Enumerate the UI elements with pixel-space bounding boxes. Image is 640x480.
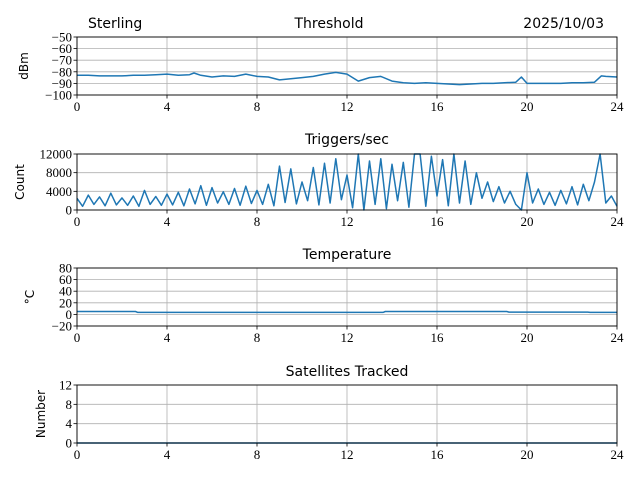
- triggers-xtick-label: 16: [431, 214, 445, 229]
- threshold-xtick-label: 20: [521, 99, 534, 114]
- threshold-ytick-label: −70: [52, 53, 72, 68]
- satellites-xtick-label: 4: [164, 447, 171, 462]
- threshold-ytick-label: −100: [45, 88, 72, 103]
- station-label: Sterling: [88, 16, 142, 32]
- threshold-title: Threshold: [294, 16, 364, 32]
- temperature-ytick-label: 40: [59, 284, 72, 299]
- threshold-xtick-label: 0: [74, 99, 81, 114]
- satellites-ytick-label: 12: [59, 378, 72, 393]
- satellites-xtick-label: 0: [74, 447, 81, 462]
- satellites-xtick-label: 24: [611, 447, 625, 462]
- date-label: 2025/10/03: [523, 16, 604, 32]
- triggers-xtick-label: 8: [254, 214, 261, 229]
- temperature-xtick-label: 24: [611, 330, 625, 345]
- threshold-xtick-label: 8: [254, 99, 261, 114]
- triggers-xtick-label: 20: [521, 214, 534, 229]
- threshold-ytick-label: −80: [52, 64, 72, 79]
- threshold-xtick-label: 4: [164, 99, 171, 114]
- threshold-axes: Threshold dBm 0 4 8 12 16 20 24 −100−90−80−70−6…: [17, 16, 624, 114]
- temperature-xtick-label: 8: [254, 330, 261, 345]
- threshold-ytick-label: −90: [52, 76, 72, 91]
- satellites-xtick-label: 20: [521, 447, 534, 462]
- satellites-title: Satellites Tracked: [286, 364, 409, 380]
- temperature-xtick-label: 4: [164, 330, 171, 345]
- temperature-title: Temperature: [302, 247, 392, 263]
- triggers-xtick-label: 12: [341, 214, 354, 229]
- satellites-ytick-label: 0: [66, 436, 73, 451]
- temperature-xtick-label: 16: [431, 330, 445, 345]
- triggers-title: Triggers/sec: [304, 132, 389, 148]
- satellites-ytick-label: 4: [66, 416, 73, 431]
- satellites-axes: Satellites Tracked Number 0 4 8 12 16 20 24 0 4 8…: [34, 364, 624, 462]
- temperature-series-line: [77, 310, 617, 314]
- temperature-xtick-label: 12: [341, 330, 354, 345]
- triggers-ytick-label: 12000: [40, 147, 73, 162]
- threshold-xtick-label: 16: [431, 99, 445, 114]
- satellites-xtick-label: 12: [341, 447, 354, 462]
- temperature-xtick-label: 0: [74, 330, 81, 345]
- triggers-ytick-label: 0: [66, 203, 73, 218]
- triggers-xtick-label: 4: [164, 214, 171, 229]
- temperature-ytick-label: 0: [66, 307, 73, 322]
- temperature-ytick-label: 20: [59, 295, 72, 310]
- triggers-xtick-label: 24: [611, 214, 625, 229]
- triggers-axes: Triggers/sec Count 0 4 8 12 16 20 240400080001…: [13, 132, 624, 229]
- threshold-ytick-label: −50: [52, 30, 72, 45]
- temperature-ytick-label: 60: [59, 272, 72, 287]
- satellites-xtick-label: 16: [431, 447, 445, 462]
- satellites-ylabel: Number: [34, 390, 48, 438]
- threshold-series-line: [77, 71, 618, 86]
- triggers-ytick-label: 4000: [46, 184, 72, 199]
- threshold-ylabel: dBm: [17, 52, 31, 80]
- triggers-series-line: [76, 153, 618, 211]
- satellites-ytick-label: 8: [66, 397, 73, 412]
- temperature-ytick-label: −20: [52, 319, 72, 334]
- triggers-xtick-label: 0: [74, 214, 81, 229]
- triggers-ytick-label: 8000: [46, 165, 72, 180]
- temperature-ylabel: °C: [23, 290, 37, 304]
- threshold-xtick-label: 12: [341, 99, 354, 114]
- threshold-xtick-label: 24: [611, 99, 625, 114]
- temperature-xtick-label: 20: [521, 330, 534, 345]
- temperature-ytick-label: 80: [59, 261, 72, 276]
- triggers-ylabel: Count: [13, 164, 27, 200]
- threshold-ytick-label: −60: [52, 41, 72, 56]
- satellites-xtick-label: 8: [254, 447, 261, 462]
